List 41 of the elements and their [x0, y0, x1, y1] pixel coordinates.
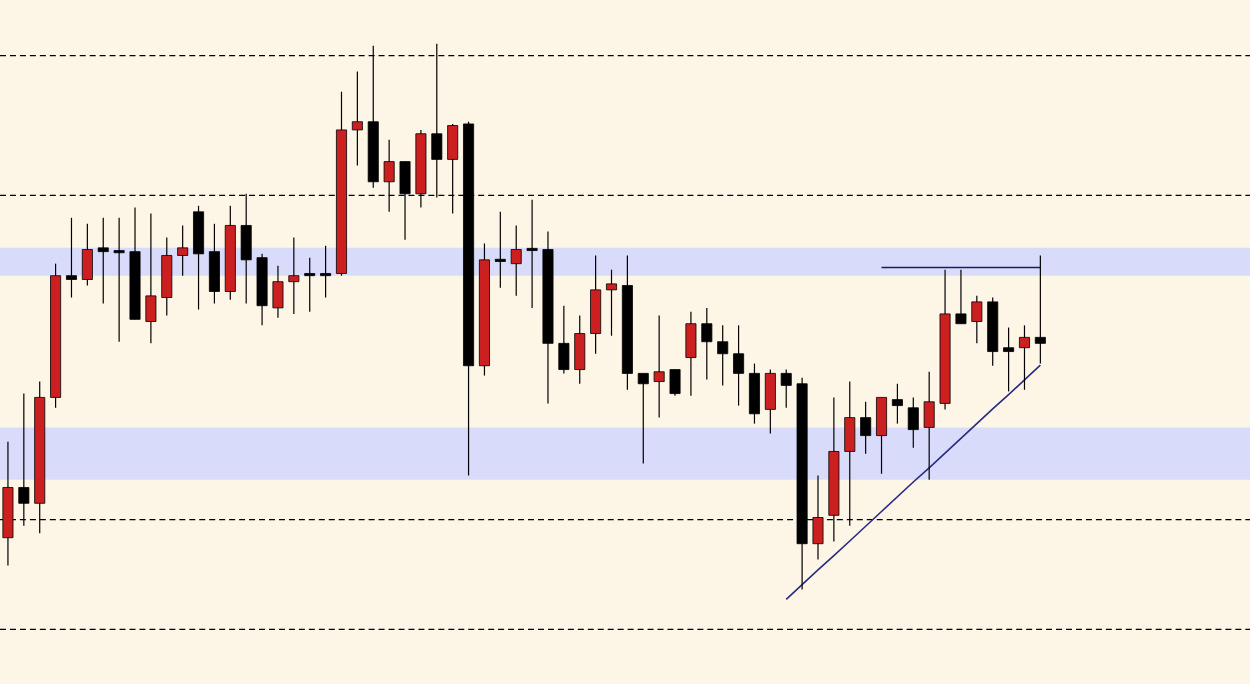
candlestick — [1003, 326, 1015, 392]
candlestick — [669, 368, 681, 397]
candlestick — [685, 311, 697, 397]
candlestick — [304, 257, 316, 313]
candlestick — [1034, 254, 1046, 365]
candlestick — [923, 371, 935, 481]
candlestick — [606, 269, 617, 337]
candlestick — [177, 224, 189, 277]
candlestick — [65, 217, 77, 299]
candlestick — [288, 236, 300, 315]
candlestick — [748, 362, 760, 425]
candlestick — [208, 223, 220, 305]
candlestick — [574, 314, 586, 385]
candlestick — [860, 401, 872, 455]
candlestick — [320, 245, 332, 299]
candlestick — [653, 314, 665, 419]
candlestick — [161, 236, 173, 317]
candlestick — [907, 396, 919, 449]
candlestick — [1018, 324, 1030, 391]
candlestick — [701, 307, 713, 380]
candlestick — [81, 223, 93, 287]
candlestick — [891, 383, 903, 425]
candlestick — [351, 70, 363, 166]
candlestick — [558, 305, 570, 374]
candlestick — [272, 265, 284, 319]
candlestick — [97, 217, 109, 305]
candlestick — [971, 295, 983, 344]
candlestick — [193, 205, 205, 311]
candlestick — [113, 217, 125, 343]
candlestick — [145, 212, 157, 344]
candlestick — [590, 254, 602, 355]
candlestick — [637, 372, 649, 465]
candlestick — [764, 368, 776, 435]
candlestick — [494, 211, 506, 289]
candlestick — [876, 396, 888, 475]
candlestick — [955, 269, 967, 325]
candlestick — [733, 324, 745, 407]
candlestick — [526, 199, 538, 309]
candlestick — [780, 368, 792, 409]
candlestick — [717, 324, 729, 386]
candlestick — [510, 224, 522, 297]
